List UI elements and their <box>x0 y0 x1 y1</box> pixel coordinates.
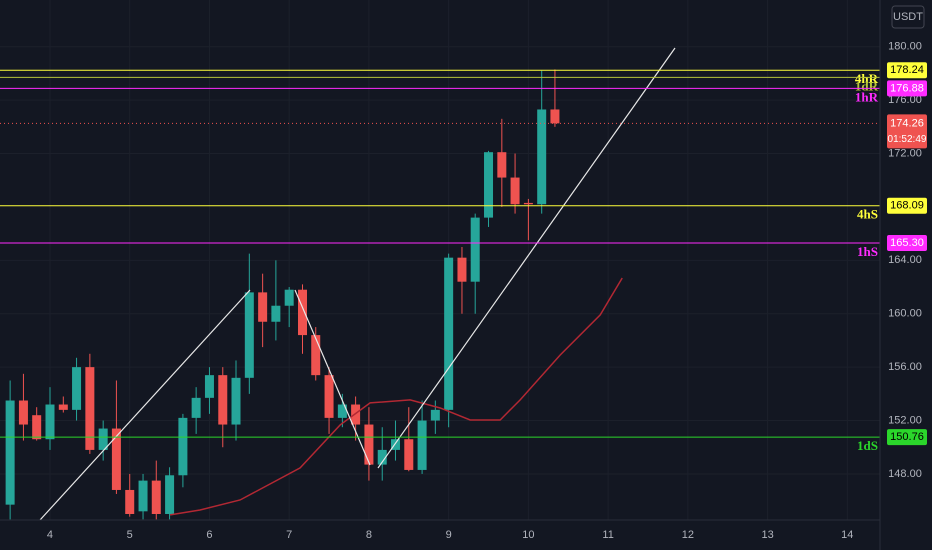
candle-body <box>390 439 400 450</box>
candle-body <box>337 404 347 418</box>
countdown: 01:52:49 <box>888 134 927 145</box>
candle-body <box>430 409 440 421</box>
candle-body <box>178 417 188 476</box>
level-tag-label: 176.88 <box>890 82 924 94</box>
drawings <box>39 47 676 521</box>
y-tick-label: 152.00 <box>888 414 922 426</box>
candle-body <box>138 480 148 512</box>
candle-body <box>324 375 334 418</box>
candle-body <box>484 152 494 218</box>
candle-body <box>111 428 121 490</box>
level-tag-label: 168.09 <box>890 200 924 212</box>
candle-body <box>204 375 214 398</box>
candle-body <box>45 404 55 440</box>
candle-body <box>377 449 387 465</box>
grid <box>0 0 880 520</box>
candle-body <box>151 480 161 514</box>
candle-body <box>298 289 308 336</box>
candle-body <box>510 177 520 205</box>
x-tick-label: 8 <box>366 529 372 541</box>
y-tick-label: 156.00 <box>888 361 922 373</box>
level-name: 4hS <box>857 207 878 222</box>
candle-body <box>470 217 480 282</box>
x-tick-label: 6 <box>206 529 212 541</box>
level-tag <box>887 197 927 214</box>
last-price-tag <box>887 114 927 149</box>
candle-body <box>191 397 201 418</box>
x-tick-label: 10 <box>522 529 534 541</box>
level-tag <box>887 429 927 446</box>
candle-body <box>5 400 15 505</box>
x-tick-label: 4 <box>47 529 53 541</box>
x-tick-label: 11 <box>602 529 613 541</box>
y-tick-label: 160.00 <box>888 308 922 320</box>
level-tag-label: 178.24 <box>890 64 924 76</box>
candle-body <box>72 367 82 410</box>
candle-body <box>523 202 533 205</box>
x-tick-label: 5 <box>127 529 133 541</box>
x-tick-label: 12 <box>682 529 694 541</box>
candle-body <box>18 400 28 425</box>
last-price-label: 174.26 <box>890 117 924 129</box>
candle-body <box>32 415 42 440</box>
trend-line <box>377 47 676 469</box>
candle-body <box>457 257 467 282</box>
candle-body <box>444 257 454 410</box>
y-tick-label: 180.00 <box>888 41 922 53</box>
candle-body <box>284 289 294 306</box>
candle-body <box>244 292 254 378</box>
x-tick-label: 14 <box>841 529 853 541</box>
candle-body <box>497 152 507 178</box>
y-tick-label: 176.00 <box>888 94 922 106</box>
candle-body <box>311 335 321 376</box>
level-tag <box>887 234 927 251</box>
candle-body <box>404 439 414 470</box>
x-tick-label: 9 <box>446 529 452 541</box>
trend-line <box>294 289 371 466</box>
trend-line <box>39 289 251 521</box>
axes: 148.00 152.00 156.00 160.00 164.00 172.00 176.… <box>47 41 927 541</box>
candle-body <box>85 367 95 450</box>
x-tick-label: 13 <box>761 529 773 541</box>
level-name: 1hS <box>857 244 878 259</box>
candle-body <box>125 489 135 514</box>
candle-body <box>550 109 560 124</box>
candle-body <box>218 375 228 425</box>
moving-average <box>169 277 623 516</box>
level-tag <box>887 62 927 79</box>
candle-body <box>58 404 68 410</box>
candle-body <box>537 109 547 205</box>
plot-area <box>5 69 623 520</box>
candle-body <box>351 404 361 425</box>
candle-body <box>231 377 241 425</box>
candle-body <box>417 420 427 470</box>
level-tag-label: 165.30 <box>890 237 924 249</box>
candle-body <box>271 305 281 322</box>
level-name: 1hR <box>855 89 879 104</box>
x-tick-label: 7 <box>286 529 292 541</box>
y-tick-label: 172.00 <box>888 147 922 159</box>
level-tag <box>887 80 927 97</box>
candle-body <box>258 292 268 322</box>
level-name: 4hR <box>855 71 879 86</box>
y-tick-label: 164.00 <box>888 254 922 266</box>
level-tag-label: 150.76 <box>890 431 924 443</box>
y-tick-label: 148.00 <box>888 468 922 480</box>
level-name: 1dR <box>855 78 879 93</box>
candle-body <box>364 424 374 465</box>
candle-body <box>165 475 175 514</box>
currency: USDT <box>893 11 923 23</box>
candle-body <box>98 428 108 450</box>
currency-box <box>891 5 925 29</box>
level-name: 1dS <box>857 438 878 453</box>
